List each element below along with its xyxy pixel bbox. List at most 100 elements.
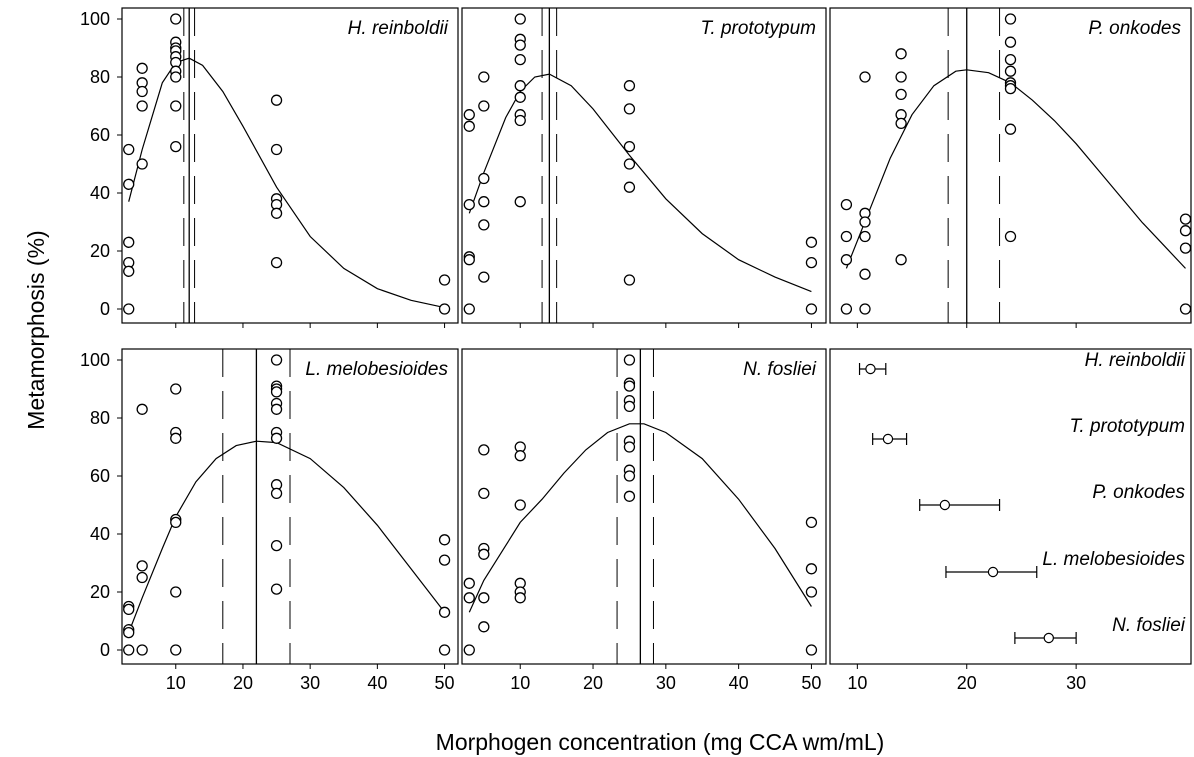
data-point bbox=[478, 592, 490, 604]
data-point bbox=[270, 256, 283, 269]
data-point bbox=[170, 586, 182, 598]
fitted-curve bbox=[845, 69, 1186, 269]
y-tick-label: 60 bbox=[90, 125, 110, 145]
data-point bbox=[840, 230, 853, 243]
data-point bbox=[623, 470, 636, 482]
data-point bbox=[1004, 123, 1017, 135]
y-tick-label: 80 bbox=[90, 408, 110, 428]
x-tick-label: 20 bbox=[233, 673, 253, 693]
data-point bbox=[136, 571, 148, 584]
data-point bbox=[170, 432, 182, 444]
data-point bbox=[623, 400, 636, 413]
data-point bbox=[514, 53, 526, 66]
data-point bbox=[123, 644, 135, 656]
data-point bbox=[623, 80, 636, 92]
data-point bbox=[438, 554, 451, 566]
y-tick-label: 40 bbox=[90, 524, 110, 544]
x-tick-label: 50 bbox=[801, 673, 821, 693]
data-point bbox=[514, 91, 526, 103]
data-point bbox=[270, 94, 283, 106]
species-label: P. onkodes bbox=[1092, 482, 1185, 503]
data-point bbox=[170, 13, 182, 25]
data-point bbox=[123, 603, 135, 616]
data-point bbox=[463, 198, 475, 211]
data-point bbox=[438, 274, 451, 286]
y-tick-label: 80 bbox=[90, 67, 110, 87]
data-point bbox=[136, 644, 148, 656]
data-point bbox=[123, 143, 135, 156]
data-point bbox=[170, 383, 182, 395]
data-point bbox=[170, 100, 182, 112]
data-point bbox=[438, 534, 451, 546]
y-tick-label: 60 bbox=[90, 466, 110, 486]
data-point bbox=[623, 441, 636, 453]
x-tick-label: 10 bbox=[166, 673, 186, 693]
data-point bbox=[805, 256, 818, 269]
data-point bbox=[514, 196, 526, 208]
panel-1: 0 20 40 60 80 100 H. reinboldii bbox=[80, 7, 459, 328]
data-point bbox=[136, 560, 148, 572]
data-point bbox=[623, 103, 636, 115]
fitted-curve bbox=[128, 440, 446, 633]
species-label: H. reinboldii bbox=[1085, 350, 1186, 371]
data-point bbox=[478, 548, 490, 560]
fitted-curve bbox=[128, 57, 445, 309]
data-point bbox=[270, 487, 283, 500]
data-point bbox=[478, 219, 490, 231]
panel-5: 10 20 30 40 50 N. fosliei bbox=[461, 348, 827, 693]
data-point bbox=[270, 143, 283, 156]
data-point bbox=[123, 303, 135, 315]
y-tick-label: 20 bbox=[90, 582, 110, 602]
data-point bbox=[270, 386, 283, 398]
data-point bbox=[859, 216, 871, 228]
data-point bbox=[1004, 82, 1017, 95]
data-point bbox=[895, 254, 907, 266]
data-point bbox=[463, 254, 475, 266]
data-point bbox=[623, 490, 636, 502]
data-point bbox=[136, 158, 148, 170]
data-point bbox=[805, 236, 818, 248]
data-point bbox=[463, 303, 475, 315]
data-point bbox=[170, 71, 182, 83]
data-point bbox=[463, 120, 475, 132]
data-point bbox=[514, 80, 526, 92]
data-point bbox=[136, 403, 148, 415]
y-tick-label: 20 bbox=[90, 241, 110, 261]
data-point bbox=[514, 450, 526, 462]
data-point bbox=[478, 444, 490, 456]
y-tick-label: 100 bbox=[80, 9, 110, 29]
x-tick-label: 40 bbox=[367, 673, 387, 693]
data-point bbox=[438, 644, 451, 656]
x-tick-label: 20 bbox=[583, 673, 603, 693]
data-point bbox=[270, 432, 283, 444]
y-tick-label: 0 bbox=[100, 640, 110, 660]
data-point bbox=[859, 230, 871, 243]
data-point bbox=[895, 117, 907, 130]
data-point bbox=[805, 586, 818, 598]
panel-title: N. fosliei bbox=[743, 359, 817, 380]
data-point bbox=[895, 71, 907, 83]
data-point bbox=[463, 644, 475, 656]
data-point bbox=[623, 158, 636, 170]
data-point bbox=[623, 380, 636, 392]
panel-frame bbox=[829, 348, 1192, 665]
fitted-curve bbox=[468, 73, 812, 293]
panel-frame bbox=[121, 7, 459, 324]
data-point bbox=[1004, 230, 1017, 243]
data-point bbox=[859, 303, 871, 315]
data-point bbox=[1004, 36, 1017, 48]
data-point bbox=[1004, 13, 1017, 25]
data-point bbox=[1004, 53, 1017, 66]
data-point bbox=[123, 265, 135, 277]
data-point bbox=[840, 303, 853, 315]
data-point bbox=[1004, 65, 1017, 77]
data-point bbox=[805, 563, 818, 575]
data-point bbox=[478, 196, 490, 208]
data-point bbox=[1179, 225, 1192, 237]
data-point bbox=[478, 172, 490, 185]
data-point bbox=[478, 621, 490, 633]
species-label: N. fosliei bbox=[1112, 615, 1186, 636]
panel-title: H. reinboldii bbox=[348, 18, 449, 39]
x-tick-label: 20 bbox=[957, 673, 977, 693]
x-tick-label: 30 bbox=[300, 673, 320, 693]
